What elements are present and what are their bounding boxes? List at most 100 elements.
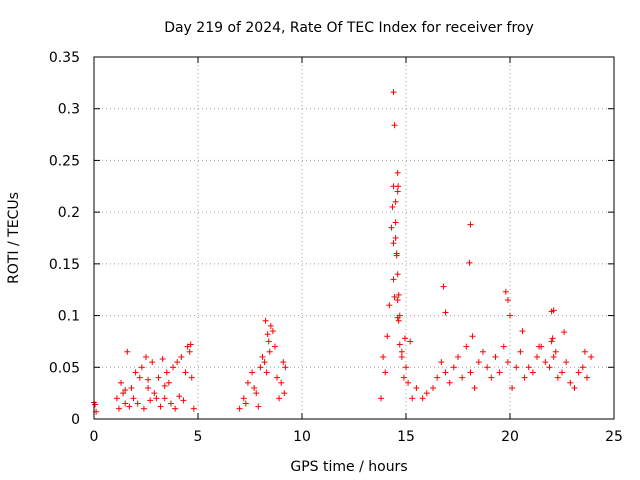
data-point (395, 183, 402, 190)
data-point (419, 395, 426, 402)
data-point (269, 328, 276, 335)
data-point (147, 397, 154, 404)
y-tick-label: 0.3 (58, 102, 80, 118)
data-point (488, 374, 495, 381)
data-point (388, 224, 395, 231)
data-point (395, 317, 402, 324)
data-point (382, 369, 389, 376)
data-point (390, 240, 397, 247)
data-point (567, 379, 574, 386)
data-point (442, 309, 449, 316)
x-tick-labels: 0 5 10 15 20 25 (90, 429, 623, 445)
y-tick-label: 0.35 (49, 50, 80, 66)
y-tick-label: 0.05 (49, 360, 80, 376)
data-point (271, 343, 278, 350)
data-point (276, 395, 283, 402)
data-point (155, 374, 162, 381)
data-point (559, 369, 565, 376)
data-point (396, 341, 403, 348)
data-point (188, 374, 195, 381)
data-point (384, 333, 391, 340)
data-point (434, 374, 441, 381)
data-point (151, 390, 158, 397)
x-tick-label: 0 (90, 429, 99, 445)
data-point (588, 353, 595, 360)
data-point (413, 384, 420, 391)
data-point (529, 369, 536, 376)
data-point (579, 364, 586, 371)
data-point (484, 364, 491, 371)
data-point (500, 343, 507, 350)
data-point (392, 235, 399, 241)
data-point (575, 369, 582, 376)
data-point (542, 359, 549, 366)
data-point (442, 369, 449, 376)
y-tick-label: 0.2 (58, 205, 80, 221)
data-point (190, 405, 197, 412)
data-point (378, 395, 385, 402)
y-tick-labels: 0 0.05 0.1 0.15 0.2 0.25 0.3 0.35 (49, 50, 80, 428)
data-point (450, 364, 457, 371)
data-point (393, 252, 400, 259)
data-point (475, 359, 482, 366)
data-point (554, 374, 561, 381)
data-point (390, 276, 397, 283)
data-point (281, 390, 288, 397)
data-point (113, 395, 120, 402)
data-point (563, 359, 570, 366)
data-point (182, 369, 189, 376)
data-point (513, 364, 520, 371)
data-point (145, 384, 152, 391)
data-point (265, 338, 272, 345)
data-point (172, 405, 179, 412)
data-point (394, 188, 401, 195)
data-point (550, 307, 557, 314)
data-point (496, 369, 503, 376)
data-point (134, 400, 141, 407)
data-point (242, 400, 249, 407)
data-point (394, 314, 401, 321)
x-tick-label: 5 (194, 429, 203, 445)
data-point (163, 369, 170, 376)
data-point (120, 390, 127, 397)
data-point (145, 376, 152, 383)
x-tick-label: 15 (397, 429, 415, 445)
data-point (92, 401, 99, 408)
data-point (132, 369, 139, 376)
data-point (517, 348, 524, 355)
data-point (509, 384, 516, 391)
data-point (550, 353, 557, 360)
data-point (236, 405, 243, 412)
data-point (398, 353, 405, 360)
data-point (392, 219, 399, 226)
data-point (467, 221, 474, 228)
data-point (153, 395, 160, 402)
data-point (394, 169, 401, 176)
data-point (386, 302, 393, 309)
data-point (583, 374, 590, 381)
data-points (91, 89, 595, 415)
x-tick-label: 25 (605, 429, 623, 445)
y-tick-label: 0.25 (49, 153, 80, 169)
data-point (261, 359, 268, 366)
y-tick-label: 0.1 (58, 309, 80, 325)
data-point (178, 353, 185, 360)
data-point (259, 353, 266, 360)
data-point (115, 405, 122, 412)
data-point (430, 384, 437, 391)
data-point (136, 374, 143, 381)
data-point (257, 364, 264, 371)
data-point (149, 359, 156, 366)
data-point (504, 359, 511, 366)
data-point (507, 312, 513, 319)
data-point (479, 348, 486, 355)
data-point (403, 364, 409, 371)
data-point (161, 382, 168, 389)
data-point (253, 390, 260, 397)
data-point (263, 369, 270, 376)
data-point (581, 348, 588, 355)
chart-title: Day 219 of 2024, Rate Of TEC Index for r… (164, 20, 534, 36)
data-point (140, 405, 147, 412)
